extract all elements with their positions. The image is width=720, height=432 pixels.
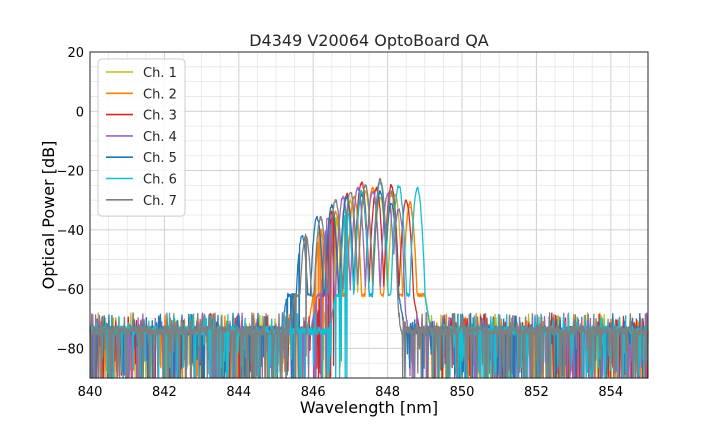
x-tick-label: 846 bbox=[301, 385, 326, 400]
legend-label: Ch. 3 bbox=[143, 109, 177, 124]
series-group bbox=[89, 177, 649, 379]
x-tick-label: 850 bbox=[450, 385, 475, 400]
x-tick-label: 840 bbox=[78, 385, 103, 400]
x-axis-title: Wavelength [nm] bbox=[300, 398, 438, 417]
x-tick-label: 854 bbox=[598, 385, 623, 400]
series-line-ch-7 bbox=[89, 177, 649, 379]
legend-box bbox=[97, 58, 186, 217]
x-tick-label: 852 bbox=[524, 385, 549, 400]
y-tick-label: 20 bbox=[67, 46, 84, 61]
x-tick-label: 848 bbox=[375, 385, 400, 400]
legend-label: Ch. 1 bbox=[143, 66, 177, 81]
legend-label: Ch. 5 bbox=[143, 151, 177, 166]
x-tick-label: 842 bbox=[152, 385, 177, 400]
chart-title: D4349 V20064 OptoBoard QA bbox=[249, 31, 489, 50]
legend-label: Ch. 6 bbox=[143, 173, 177, 188]
legend: Ch. 1 Ch. 2 Ch. 3 Ch. 4 Ch. 5 Ch. 6 Ch. 7 bbox=[97, 58, 186, 217]
plot-frame bbox=[89, 51, 649, 379]
y-tick-label: −60 bbox=[57, 283, 84, 298]
legend-label: Ch. 4 bbox=[143, 130, 177, 145]
y-axis-title: Optical Power [dB] bbox=[39, 141, 58, 290]
axes: 840 842 844 846 848 850 852 854 −80 −60 −40 −20 0 20 bbox=[57, 46, 649, 400]
y-tick-label: −80 bbox=[57, 342, 84, 357]
x-tick-label: 844 bbox=[226, 385, 251, 400]
legend-label: Ch. 2 bbox=[143, 87, 177, 102]
y-tick-label: 0 bbox=[76, 105, 84, 120]
y-tick-label: −20 bbox=[57, 165, 84, 180]
legend-label: Ch. 7 bbox=[143, 194, 177, 209]
y-tick-label: −40 bbox=[57, 224, 84, 239]
